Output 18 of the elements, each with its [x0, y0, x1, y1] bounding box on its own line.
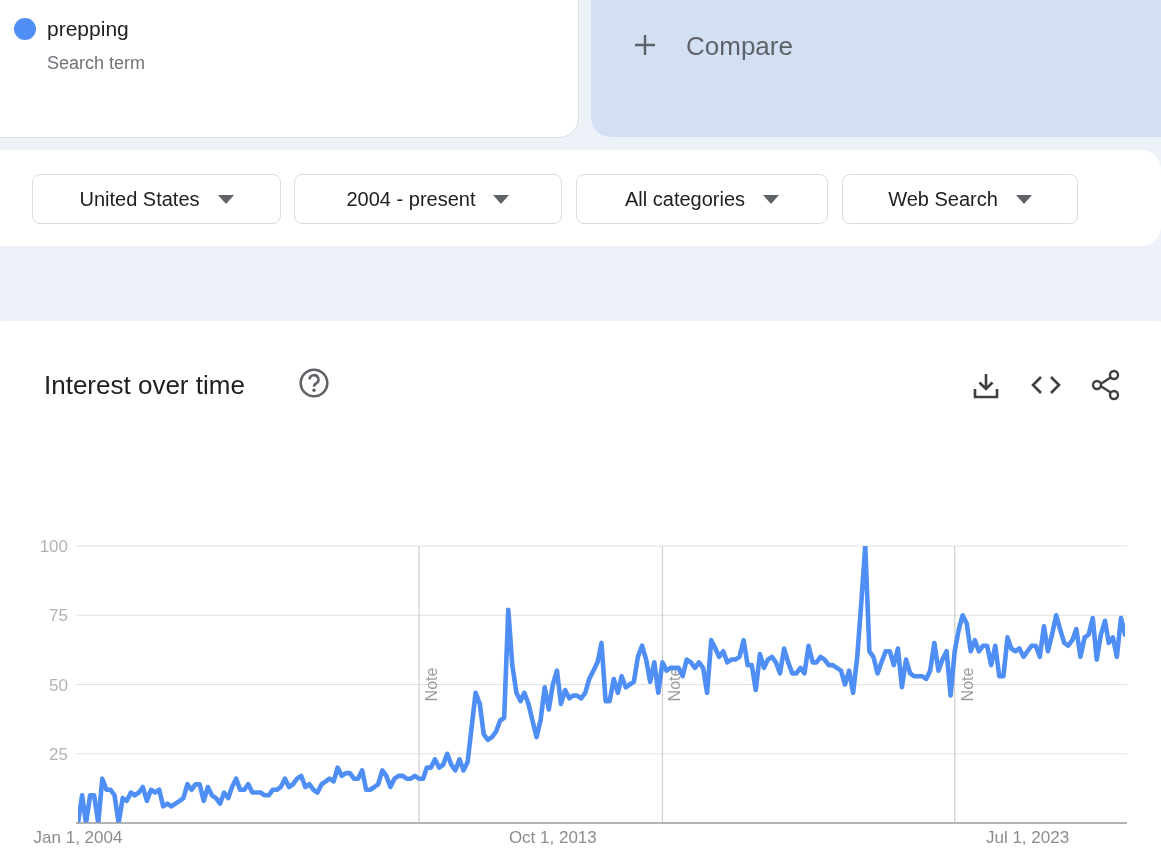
- dropdown: United States: [32, 174, 281, 224]
- dropdown: All categories: [576, 174, 828, 224]
- legend-label: prepping: [47, 17, 129, 41]
- dropdown: 2004 - present: [294, 174, 562, 224]
- y-tick-label: 50: [49, 675, 68, 695]
- text: Search term: [47, 52, 146, 74]
- ref-line-label: Note: [422, 667, 440, 702]
- y-tick-label: 100: [39, 537, 68, 557]
- y-tick-label: 25: [49, 744, 68, 764]
- x-tick-label: Jul 1, 2023: [985, 828, 1070, 848]
- chart-title: Interest over time: [44, 369, 245, 401]
- x-tick-label: Oct 1, 2013: [508, 828, 597, 848]
- dropdown: Web Search: [842, 174, 1078, 224]
- line-series: [78, 546, 1125, 823]
- x-tick-label: Jan 1, 2004: [33, 828, 123, 848]
- y-tick-label: 75: [49, 606, 68, 626]
- text: Compare: [686, 31, 793, 61]
- ref-line-label: Note: [958, 667, 976, 702]
